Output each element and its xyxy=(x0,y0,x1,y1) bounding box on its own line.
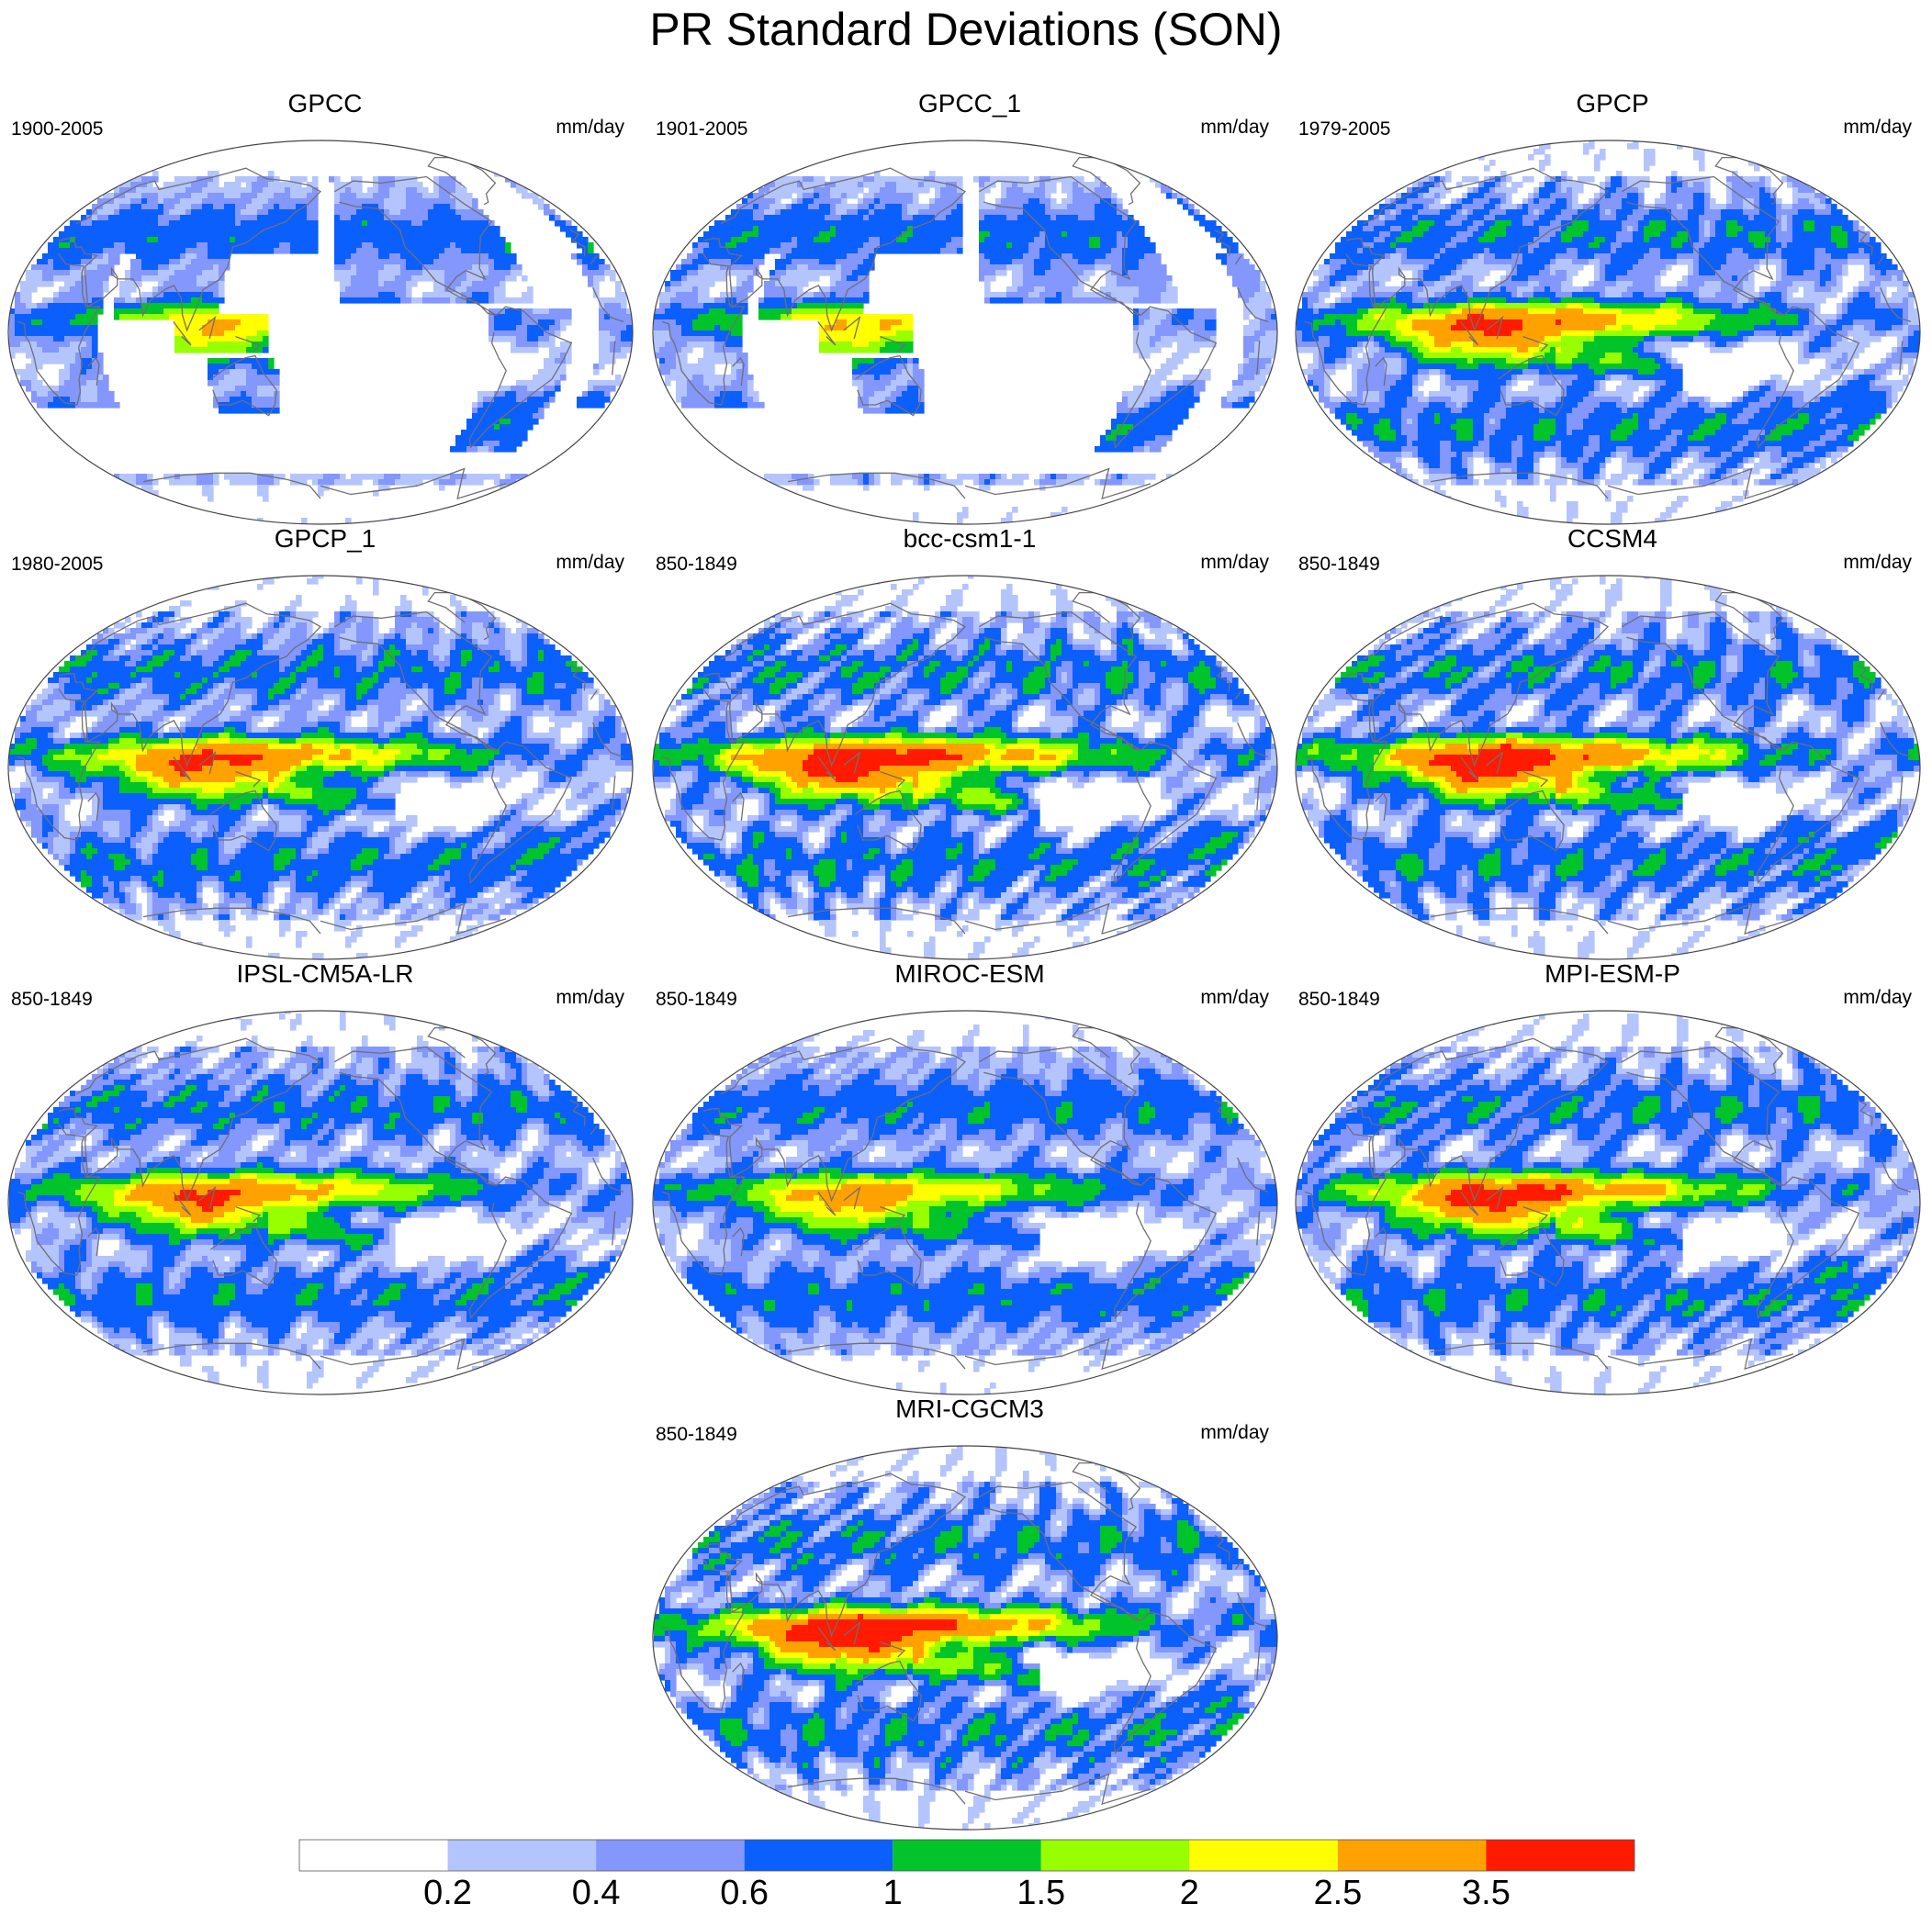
colorbar-tick-label: 3.5 xyxy=(1462,1875,1511,1911)
coastlines xyxy=(1304,591,1912,935)
coastlines xyxy=(661,1026,1269,1371)
panel-units: mm/day xyxy=(556,116,624,140)
panel-GPCC_1: GPCC_1 1901-2005 mm/day xyxy=(648,88,1291,525)
coastlines xyxy=(1304,1026,1912,1371)
colorbar-tick-label: 2.5 xyxy=(1313,1875,1362,1911)
map-5 xyxy=(1295,575,1921,960)
panel-title: CCSM4 xyxy=(1291,523,1932,554)
panel-units: mm/day xyxy=(1200,116,1269,140)
panel-title: MIROC-ESM xyxy=(648,958,1291,990)
coastlines xyxy=(661,591,1269,935)
colorbar-box xyxy=(893,1840,1041,1871)
coastlines xyxy=(17,1026,624,1371)
map-8 xyxy=(1295,1010,1921,1395)
panel-title: GPCC_1 xyxy=(648,88,1291,119)
map-7 xyxy=(652,1010,1278,1395)
colorbar-box xyxy=(1189,1840,1338,1871)
panel-units: mm/day xyxy=(556,986,624,1010)
panel-MPI-ESM-P: MPI-ESM-P 850-1849 mm/day xyxy=(1291,958,1932,1395)
map-9 xyxy=(652,1445,1278,1831)
coastlines xyxy=(17,156,624,500)
colorbar-box xyxy=(744,1840,893,1871)
chart-title: PR Standard Deviations (SON) xyxy=(0,2,1932,57)
panel-period: 850-1849 xyxy=(1298,988,1380,1012)
colorbar-box xyxy=(1337,1840,1487,1871)
coastlines xyxy=(17,591,624,935)
colorbar-tick-label: 0.6 xyxy=(720,1875,769,1911)
panel-title: MPI-ESM-P xyxy=(1291,958,1932,990)
panel-period: 850-1849 xyxy=(1298,553,1380,577)
colorbar-box xyxy=(299,1840,448,1871)
panel-period: 1980-2005 xyxy=(11,553,103,577)
panel-period: 1900-2005 xyxy=(11,118,103,141)
colorbar-tick-label: 1 xyxy=(883,1875,903,1911)
coastlines xyxy=(1304,156,1912,500)
coastlines xyxy=(661,156,1269,500)
panel-period: 850-1849 xyxy=(11,988,93,1012)
colorbar-tick-label: 0.4 xyxy=(572,1875,621,1911)
panel-MRI-CGCM3: MRI-CGCM3 850-1849 mm/day xyxy=(648,1394,1291,1831)
panel-units: mm/day xyxy=(1843,986,1912,1010)
map-2 xyxy=(1295,140,1921,525)
colorbar-box xyxy=(1486,1840,1634,1871)
panel-period: 1979-2005 xyxy=(1298,118,1390,141)
map-6 xyxy=(7,1010,634,1395)
colorbar-tick-label: 0.2 xyxy=(423,1875,472,1911)
panel-units: mm/day xyxy=(1200,1421,1269,1445)
colorbar-tick-label: 1.5 xyxy=(1017,1875,1065,1911)
map-4 xyxy=(652,575,1278,960)
panel-GPCP: GPCP 1979-2005 mm/day xyxy=(1291,88,1932,525)
panel-GPCP_1: GPCP_1 1980-2005 mm/day xyxy=(4,523,646,960)
panel-title: bcc-csm1-1 xyxy=(648,523,1291,554)
panel-title: GPCP xyxy=(1291,88,1932,119)
panel-period: 850-1849 xyxy=(656,988,737,1012)
panel-title: MRI-CGCM3 xyxy=(648,1394,1291,1425)
panel-period: 850-1849 xyxy=(656,553,737,577)
map-0 xyxy=(7,140,634,525)
map-1 xyxy=(652,140,1278,525)
panel-period: 1901-2005 xyxy=(656,118,747,141)
panel-title: GPCP_1 xyxy=(4,523,646,554)
colorbar-box xyxy=(596,1840,745,1871)
panel-units: mm/day xyxy=(1843,116,1912,140)
panel-period: 850-1849 xyxy=(656,1423,737,1447)
panel-title: IPSL-CM5A-LR xyxy=(4,958,646,990)
panel-CCSM4: CCSM4 850-1849 mm/day xyxy=(1291,523,1932,960)
panel-title: GPCC xyxy=(4,88,646,119)
panel-bcc-csm1-1: bcc-csm1-1 850-1849 mm/day xyxy=(648,523,1291,960)
colorbar-box xyxy=(447,1840,597,1871)
panel-units: mm/day xyxy=(1200,986,1269,1010)
panel-units: mm/day xyxy=(1843,551,1912,575)
panel-MIROC-ESM: MIROC-ESM 850-1849 mm/day xyxy=(648,958,1291,1395)
colorbar-tick-label: 2 xyxy=(1180,1875,1199,1911)
colorbar-box xyxy=(1040,1840,1190,1871)
colorbar-outline xyxy=(298,1839,1635,1872)
panel-units: mm/day xyxy=(556,551,624,575)
panel-IPSL-CM5A-LR: IPSL-CM5A-LR 850-1849 mm/day xyxy=(4,958,646,1395)
map-3 xyxy=(7,575,634,960)
panel-GPCC: GPCC 1900-2005 mm/day xyxy=(4,88,646,525)
coastlines xyxy=(661,1461,1269,1806)
panel-units: mm/day xyxy=(1200,551,1269,575)
